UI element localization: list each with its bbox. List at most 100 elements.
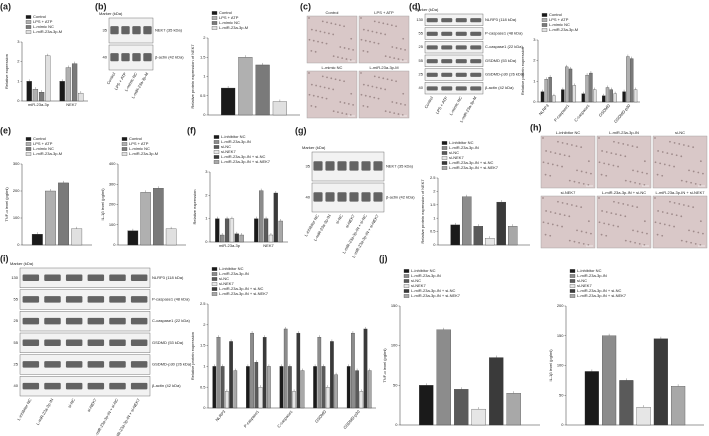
cell-dot	[349, 59, 352, 61]
marker-label: 55	[419, 58, 424, 63]
micrograph-caption: L-mimic NC	[322, 65, 343, 70]
y-tick-label: 0	[17, 98, 20, 103]
cell-dot	[576, 229, 578, 232]
y-tick-label: 1.5	[200, 343, 206, 348]
legend-swatch	[25, 137, 32, 141]
bar	[548, 77, 552, 103]
legend-swatch	[541, 13, 548, 17]
cell-dot	[384, 88, 387, 91]
bar	[593, 89, 597, 103]
blot-band	[87, 274, 105, 281]
marker-label: 130	[11, 275, 18, 280]
legend-swatch	[403, 279, 410, 283]
cell-dot	[619, 154, 622, 157]
panel-letter: (e)	[0, 125, 11, 135]
cell-dot	[341, 112, 344, 115]
blot-band	[65, 339, 83, 346]
x-tick-label: GSDMD	[598, 103, 611, 118]
bar	[589, 72, 593, 103]
y-tick-label: 0	[433, 242, 436, 247]
cell-dot	[632, 229, 634, 232]
marker-label: 55	[419, 31, 424, 36]
panel-letter: (j)	[379, 253, 388, 263]
x-tick-label: miR-23a-3p	[28, 102, 50, 107]
cell-dot	[673, 201, 676, 204]
cell-dot	[310, 83, 313, 86]
bar	[292, 391, 296, 409]
blot-band	[22, 317, 40, 325]
y-tick-label: 2.5	[430, 175, 436, 180]
bar	[496, 201, 506, 246]
band-label: NEK7 (35 kDa)	[386, 164, 414, 169]
cell-dot	[343, 47, 346, 49]
cell-dot	[613, 140, 615, 143]
cell-dot	[561, 201, 564, 204]
legend-swatch	[403, 269, 410, 273]
cell-dot	[680, 215, 683, 218]
cell-dot	[401, 114, 404, 116]
legend-swatch	[213, 160, 220, 164]
cell-dot	[369, 40, 371, 43]
bar	[250, 332, 254, 409]
cell-dot	[338, 79, 341, 82]
bar	[367, 370, 372, 409]
marker-label: 40	[14, 383, 19, 388]
panel-letter: (c)	[300, 1, 311, 11]
cell-dot	[402, 37, 405, 40]
legend-label: L-inhibitor NC	[449, 140, 474, 145]
blot-strip	[424, 82, 484, 95]
blot-band	[87, 317, 105, 325]
cell-dot	[362, 104, 365, 107]
blot-band	[87, 296, 105, 303]
cell-dot	[610, 152, 613, 155]
cell-dot	[380, 87, 382, 90]
cell-dot	[666, 152, 669, 155]
cell-dot	[692, 170, 695, 173]
marker-label: 25	[419, 72, 424, 77]
cell-dot	[547, 222, 550, 225]
y-tick-label: 1	[533, 78, 536, 83]
bar	[229, 218, 235, 243]
bar	[630, 58, 634, 103]
y-tick-label: 0.5	[430, 229, 436, 234]
cell-dot	[575, 205, 578, 207]
cell-dot	[382, 22, 385, 25]
cell-dot	[337, 56, 339, 59]
bar	[561, 89, 565, 103]
legend-label: L-miR-23a-3p-IN	[449, 145, 479, 150]
cell-dot	[337, 111, 339, 114]
cell-dot	[654, 137, 656, 139]
cell-dot	[399, 103, 402, 105]
cell-dot	[545, 150, 547, 152]
marker-label: 55	[14, 297, 19, 302]
cell-dot	[605, 211, 608, 213]
cell-dot	[631, 205, 634, 207]
y-tick-label: 50	[393, 382, 398, 387]
cell-dot	[624, 155, 627, 158]
bar	[313, 366, 317, 409]
blot-band	[426, 18, 438, 23]
y-tick-label: 2	[205, 192, 208, 197]
bar	[273, 192, 278, 243]
cell-dot	[598, 137, 600, 139]
bar	[153, 188, 164, 246]
cell-dot	[377, 97, 380, 100]
cell-dot	[673, 141, 676, 144]
legend-label: Control	[219, 10, 232, 15]
legend-swatch	[569, 294, 576, 298]
cell-dot	[559, 153, 561, 156]
cell-dot	[646, 172, 648, 175]
bar	[225, 391, 229, 409]
cell-dot	[624, 179, 627, 182]
cell-dot	[615, 153, 617, 156]
y-tick-label: 3	[533, 37, 536, 42]
cell-dot	[326, 76, 328, 79]
bar	[506, 393, 521, 426]
band-label: C-caspase1 (22 kDa)	[152, 318, 190, 323]
cell-dot	[688, 229, 690, 232]
y-tick-label: 0	[561, 422, 564, 427]
cell-dot	[600, 233, 603, 236]
blot-band	[313, 161, 323, 171]
cell-dot	[373, 75, 376, 78]
cell-dot	[312, 94, 315, 97]
